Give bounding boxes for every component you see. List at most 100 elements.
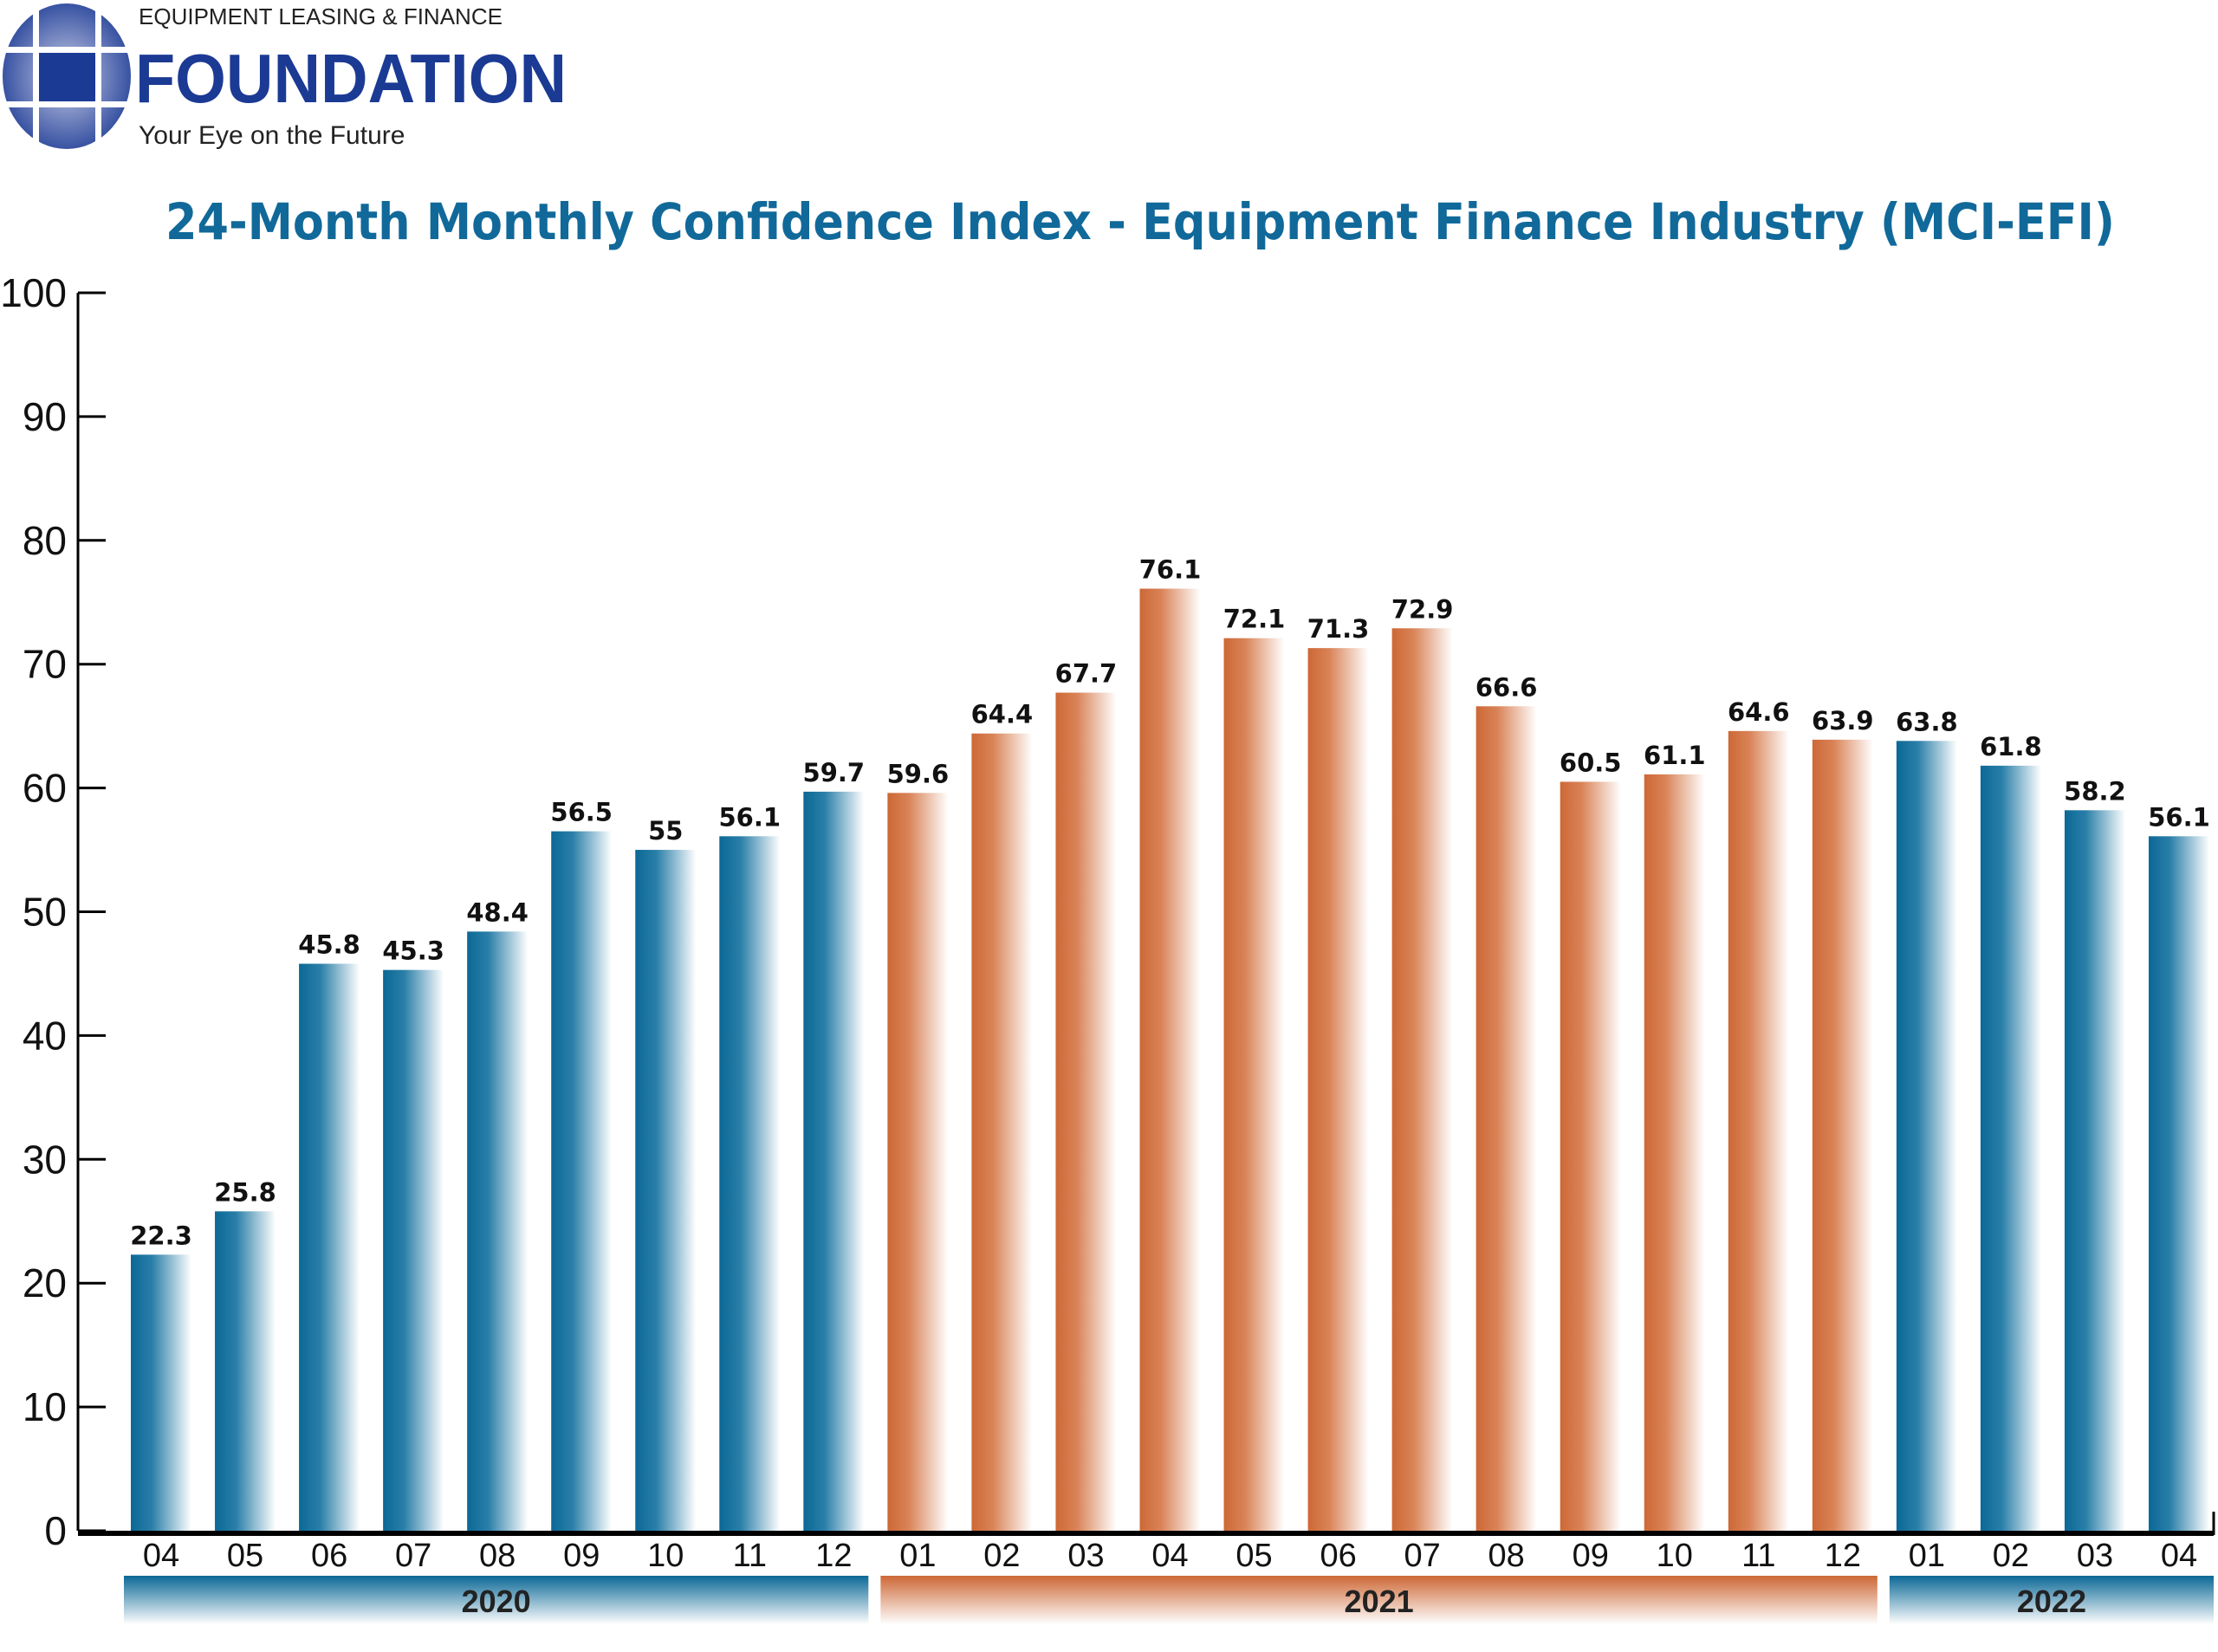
x-tick-label: 02 [983, 1538, 1020, 1574]
bar [215, 1211, 276, 1531]
chart-title: 24-Month Monthly Confidence Index - Equi… [165, 192, 2115, 251]
bar [2149, 836, 2209, 1531]
data-label: 72.9 [1391, 594, 1454, 624]
logo-foundation: FOUNDATION [135, 40, 567, 117]
bar [131, 1254, 191, 1531]
bar [1812, 739, 1873, 1531]
bar [1055, 692, 1117, 1531]
y-tick-label: 100 [0, 270, 67, 315]
data-label: 45.8 [298, 930, 360, 960]
bar [1391, 628, 1453, 1531]
year-label: 2021 [1345, 1584, 1414, 1619]
y-tick-label: 10 [23, 1384, 67, 1429]
x-tick-label: 02 [1993, 1538, 2029, 1574]
data-label: 61.8 [1980, 732, 2042, 761]
x-tick-label: 08 [1488, 1538, 1525, 1574]
x-tick-label: 09 [1573, 1538, 1609, 1574]
bar [299, 963, 360, 1531]
data-label: 63.8 [1896, 707, 1958, 736]
bar [635, 850, 697, 1531]
bar [1980, 765, 2041, 1531]
x-tick-label: 12 [815, 1538, 852, 1574]
data-label: 56.1 [719, 802, 781, 832]
data-label: 60.5 [1560, 748, 1622, 777]
year-band [124, 1576, 869, 1624]
x-tick-label: 12 [1825, 1538, 1861, 1574]
bar [803, 791, 865, 1531]
data-label: 67.7 [1055, 659, 1118, 689]
bar [2064, 810, 2125, 1531]
year-label: 2020 [462, 1584, 531, 1619]
y-tick-label: 90 [23, 394, 67, 439]
x-tick-label: 11 [733, 1538, 767, 1574]
bar [383, 969, 444, 1531]
data-label: 59.6 [887, 759, 950, 788]
x-tick-label: 03 [2077, 1538, 2113, 1574]
year-label: 2022 [2017, 1584, 2086, 1619]
x-tick-label: 05 [227, 1538, 263, 1574]
data-label: 63.9 [1812, 706, 1874, 735]
logo: EQUIPMENT LEASING & FINANCE FOUNDATION Y… [2, 3, 567, 150]
bar [1475, 706, 1537, 1531]
y-tick-label: 80 [23, 518, 67, 563]
bar [1728, 730, 1789, 1531]
y-tick-label: 70 [23, 642, 67, 687]
data-label: 61.1 [1644, 741, 1706, 770]
data-label: 72.1 [1223, 605, 1286, 634]
bar [1644, 774, 1705, 1531]
bar [971, 733, 1033, 1531]
data-label: 66.6 [1475, 672, 1538, 702]
bar [467, 931, 529, 1531]
data-label: 58.2 [2064, 776, 2126, 806]
data-label: 48.4 [466, 897, 529, 927]
logo-line1: EQUIPMENT LEASING & FINANCE [139, 3, 503, 29]
bars: 22.3 25.8 45.8 45.3 48.4 56.5 55 56.1 59.7 59.6 64… [130, 555, 2210, 1532]
bar [1307, 648, 1369, 1531]
data-label: 56.1 [2148, 802, 2210, 832]
x-tick-label: 06 [311, 1538, 347, 1574]
x-tick-label: 01 [899, 1538, 936, 1574]
x-tick-label: 10 [647, 1538, 684, 1574]
y-tick-label: 50 [23, 890, 67, 935]
bar [1896, 741, 1957, 1531]
data-label: 55 [648, 816, 683, 845]
logo-globe-icon [2, 3, 132, 149]
bar [719, 836, 781, 1531]
x-tick-label: 04 [1151, 1538, 1188, 1574]
bar [1139, 588, 1201, 1531]
data-label: 64.4 [971, 700, 1034, 729]
data-label: 64.6 [1728, 697, 1790, 727]
year-band [1889, 1576, 2214, 1624]
x-tick-label: 04 [143, 1538, 179, 1574]
x-tick-label: 08 [479, 1538, 516, 1574]
bar [887, 793, 949, 1531]
x-tick-label: 10 [1657, 1538, 1693, 1574]
logo-tagline: Your Eye on the Future [139, 121, 405, 150]
data-label: 22.3 [130, 1221, 192, 1250]
y-tick-label: 20 [23, 1260, 67, 1305]
x-tick-label: 04 [2161, 1538, 2197, 1574]
x-tick-label: 11 [1741, 1538, 1775, 1574]
x-tick-label: 01 [1909, 1538, 1945, 1574]
data-label: 45.3 [382, 936, 444, 966]
data-label: 71.3 [1307, 614, 1370, 644]
x-tick-label: 09 [563, 1538, 600, 1574]
year-band [880, 1576, 1878, 1624]
data-label: 25.8 [214, 1177, 276, 1207]
x-tick-label: 06 [1320, 1538, 1356, 1574]
x-tick-label: 05 [1235, 1538, 1272, 1574]
bar [1560, 781, 1621, 1531]
x-tick-label: 07 [1404, 1538, 1440, 1574]
data-label: 76.1 [1139, 555, 1202, 585]
bar [1223, 638, 1285, 1532]
data-label: 59.7 [803, 758, 866, 787]
x-axis: 04 05 06 07 08 09 10 11 12 01 02 03 04 05 06 07 08 09 10 11… [143, 1538, 2197, 1574]
y-tick-label: 40 [23, 1013, 67, 1058]
x-tick-label: 03 [1067, 1538, 1104, 1574]
year-bands: 2020 2021 2022 [124, 1576, 2214, 1624]
bar [551, 831, 613, 1531]
y-tick-label: 0 [44, 1508, 67, 1553]
x-tick-label: 07 [395, 1538, 431, 1574]
data-label: 56.5 [550, 798, 613, 827]
